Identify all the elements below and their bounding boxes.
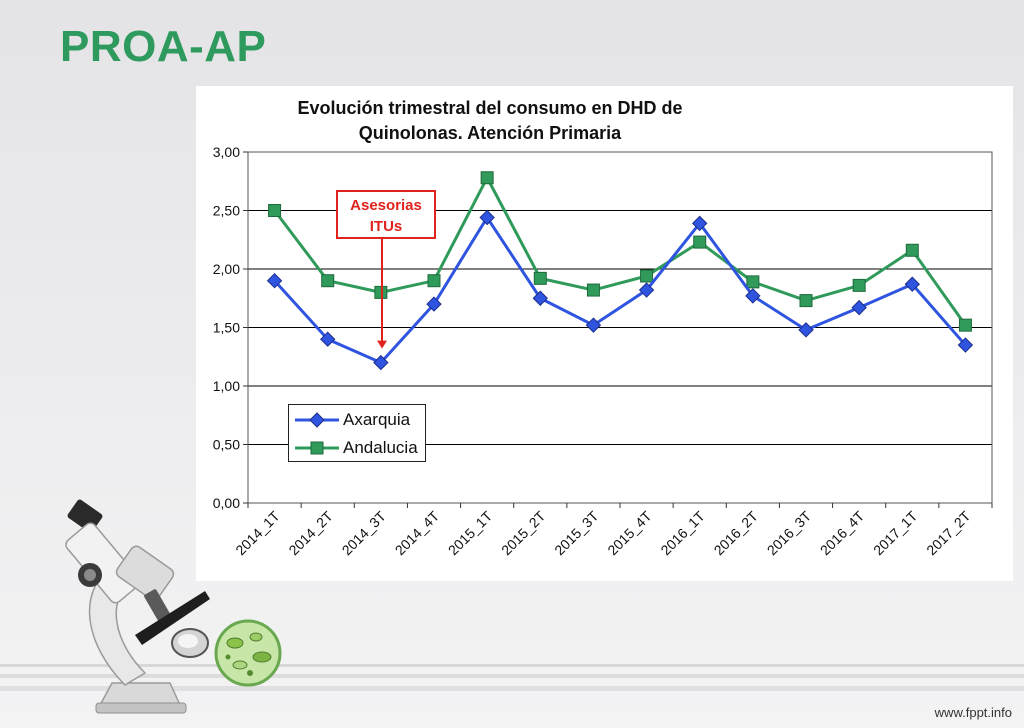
data-point-axarquia bbox=[638, 282, 655, 298]
x-tick-label: 2017_1T bbox=[870, 507, 921, 558]
x-tick-label: 2015_2T bbox=[498, 507, 549, 558]
x-tick-label: 2016_2T bbox=[711, 507, 762, 558]
data-point-andalucia bbox=[905, 243, 919, 257]
bacteria-petri-dish-icon bbox=[214, 619, 282, 687]
data-point-axarquia bbox=[426, 296, 442, 312]
annotation-line-2: ITUs bbox=[369, 218, 403, 235]
data-point-andalucia bbox=[268, 204, 282, 217]
microscope-icon bbox=[65, 499, 282, 714]
x-tick-label: 2016_3T bbox=[764, 507, 815, 558]
footer-stripes bbox=[0, 664, 1024, 691]
data-point-andalucia bbox=[746, 275, 760, 289]
data-point-andalucia bbox=[799, 294, 813, 308]
data-point-axarquia bbox=[692, 215, 708, 232]
x-tick-label: 2015_4T bbox=[604, 507, 655, 558]
x-tick-label: 2016_1T bbox=[657, 507, 708, 558]
data-point-axarquia bbox=[957, 337, 974, 353]
annotation-callout: Asesorias ITUs bbox=[336, 190, 436, 239]
x-tick-label: 2015_1T bbox=[445, 507, 496, 558]
x-tick-label: 2015_3T bbox=[551, 507, 602, 558]
y-tick-label: 3,00 bbox=[213, 144, 240, 160]
data-point-axarquia bbox=[320, 331, 336, 347]
data-point-andalucia bbox=[958, 318, 972, 332]
slide-title: PROA-AP bbox=[60, 22, 267, 71]
data-point-andalucia bbox=[586, 283, 600, 297]
data-point-axarquia bbox=[373, 354, 389, 371]
y-tick-label: 1,50 bbox=[213, 320, 240, 336]
legend-label-andalucia: Andalucia bbox=[343, 438, 418, 457]
y-tick-label: 2,50 bbox=[213, 203, 240, 219]
y-tick-label: 0,50 bbox=[213, 437, 240, 453]
data-point-axarquia bbox=[745, 288, 761, 304]
data-point-axarquia bbox=[479, 209, 495, 226]
data-point-axarquia bbox=[904, 276, 920, 292]
legend-diamond-marker-icon bbox=[295, 412, 339, 428]
legend-item-axarquia: Axarquia bbox=[293, 408, 425, 432]
data-point-andalucia bbox=[533, 271, 547, 285]
annotation-arrow-head bbox=[377, 340, 387, 349]
y-tick-label: 2,00 bbox=[213, 261, 240, 277]
data-point-andalucia bbox=[321, 274, 335, 288]
series-line-axarquia bbox=[273, 216, 967, 365]
data-point-andalucia bbox=[480, 171, 494, 185]
data-point-axarquia bbox=[266, 272, 283, 289]
annotation-line-1: Asesorias bbox=[350, 197, 422, 214]
x-tick-label: 2014_2T bbox=[285, 507, 336, 558]
x-tick-label: 2017_2T bbox=[923, 507, 974, 558]
chart-area bbox=[196, 86, 1013, 581]
data-point-andalucia bbox=[640, 269, 654, 283]
y-tick-label: 0,00 bbox=[213, 495, 240, 511]
x-tick-label: 2014_3T bbox=[339, 507, 390, 558]
legend-item-andalucia: Andalucia bbox=[293, 436, 425, 460]
data-point-axarquia bbox=[851, 299, 867, 316]
x-tick-label: 2016_4T bbox=[817, 507, 868, 558]
data-point-andalucia bbox=[374, 285, 388, 299]
data-point-andalucia bbox=[693, 235, 707, 249]
y-tick-label: 1,00 bbox=[213, 378, 240, 394]
legend-label-axarquia: Axarquia bbox=[343, 410, 411, 429]
footer-url: www.fppt.info bbox=[934, 705, 1012, 720]
data-point-axarquia bbox=[532, 290, 548, 306]
data-point-axarquia bbox=[798, 322, 814, 338]
x-tick-label: 2014_4T bbox=[392, 507, 443, 558]
series-line-andalucia bbox=[273, 176, 967, 327]
chart-legend: Axarquia Andalucia bbox=[288, 404, 426, 462]
legend-square-marker-icon bbox=[295, 441, 339, 455]
data-point-axarquia bbox=[585, 317, 602, 333]
data-point-andalucia bbox=[852, 278, 866, 292]
chart-title: Evolución trimestral del consumo en DHD … bbox=[297, 98, 683, 143]
data-point-andalucia bbox=[427, 274, 441, 288]
